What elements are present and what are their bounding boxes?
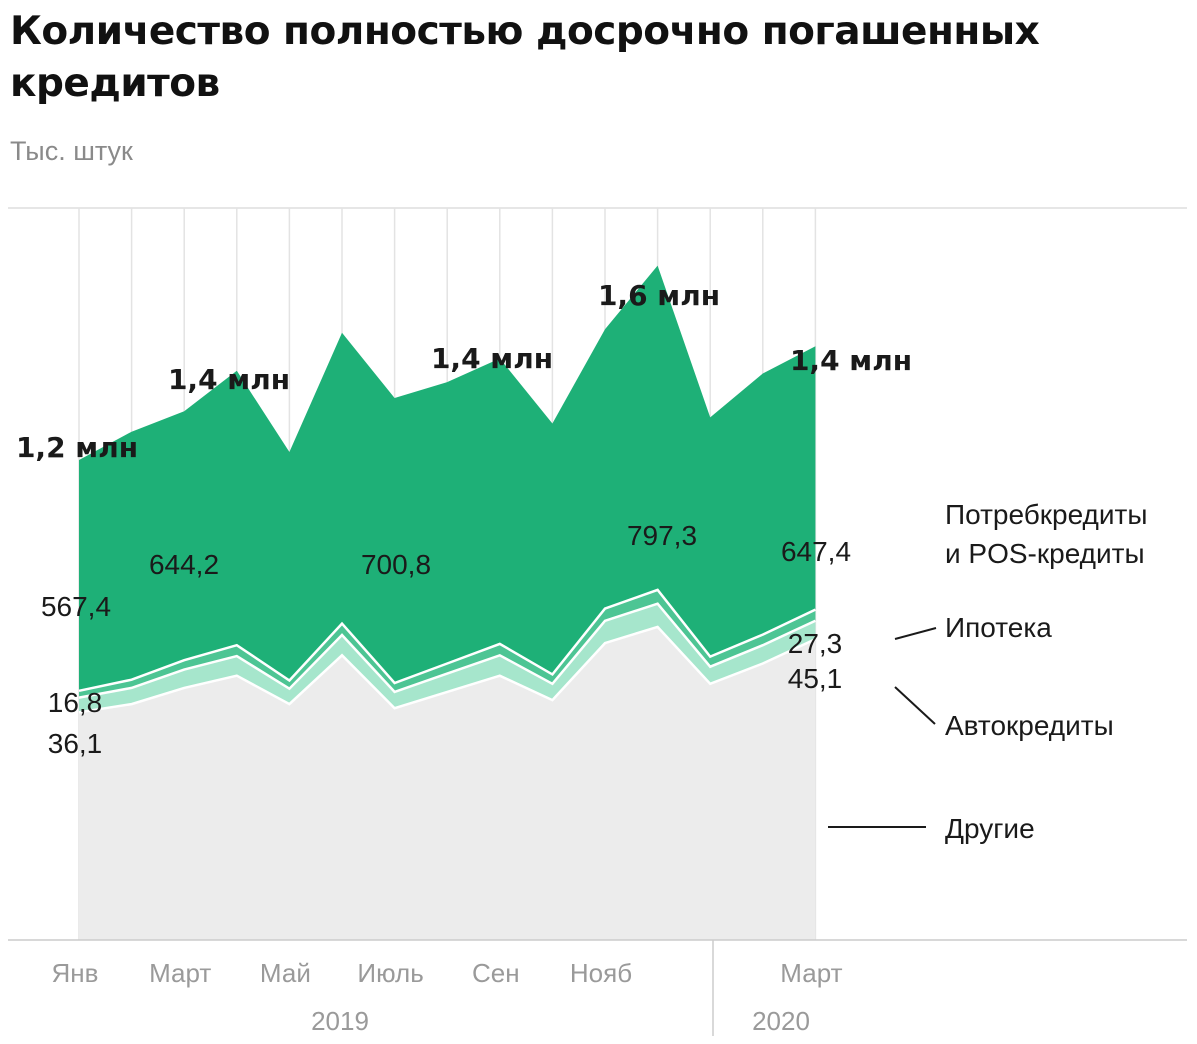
value-label-mortgage-jan: 16,8: [48, 687, 103, 718]
total-label-aug: 1,4 млн: [431, 342, 553, 375]
value-label-consumer-jan: 567,4: [41, 591, 111, 622]
area-mortgage: [79, 589, 816, 698]
area-consumer: [79, 265, 816, 691]
value-label-auto-mar2020: 45,1: [788, 663, 843, 694]
value-label-mortgage-mar2020: 27,3: [788, 628, 843, 659]
legend-consumer-line1: Потребкредиты: [945, 499, 1147, 530]
legend-auto: Автокредиты: [945, 710, 1114, 741]
value-label-consumer-mar2020: 647,4: [781, 536, 851, 567]
legend-auto-leader: [894, 686, 936, 725]
value-label-consumer-mar: 644,2: [149, 549, 219, 580]
x-tick-label: Март: [149, 958, 211, 988]
value-label-auto-jan: 36,1: [48, 728, 103, 759]
value-label-consumer-jul: 700,8: [361, 549, 431, 580]
legend-mortgage-leader: [894, 627, 937, 640]
area-boundary-line: [78, 625, 816, 714]
value-label-consumer-dec: 797,3: [627, 520, 697, 551]
chart-subtitle: Тыс. штук: [10, 136, 133, 166]
total-label-mar2020: 1,4 млн: [790, 344, 912, 377]
legend-mortgage: Ипотека: [945, 612, 1052, 643]
legend-other: Другие: [945, 813, 1035, 844]
x-tick-label: Янв: [52, 958, 99, 988]
area-boundary-line: [78, 602, 816, 699]
area-boundary-line: [78, 588, 816, 693]
x-tick-label: Май: [260, 958, 311, 988]
chart-title: Количество полностью досрочно погашенных…: [10, 9, 1040, 106]
area-other: [79, 626, 816, 940]
x-tick-label: Нояб: [570, 958, 632, 988]
x-tick-label: Июль: [357, 958, 423, 988]
x-tick-label: Сен: [472, 958, 520, 988]
area-auto: [79, 603, 816, 713]
x-tick-label: Март: [780, 958, 842, 988]
year-label-2020: 2020: [752, 1006, 810, 1036]
total-label-nov: 1,6 млн: [598, 279, 720, 312]
legend-consumer-line2: и POS-кредиты: [945, 538, 1145, 569]
total-label-jan: 1,2 млн: [16, 431, 138, 464]
total-label-mar: 1,4 млн: [168, 363, 290, 396]
year-label-2019: 2019: [311, 1006, 369, 1036]
